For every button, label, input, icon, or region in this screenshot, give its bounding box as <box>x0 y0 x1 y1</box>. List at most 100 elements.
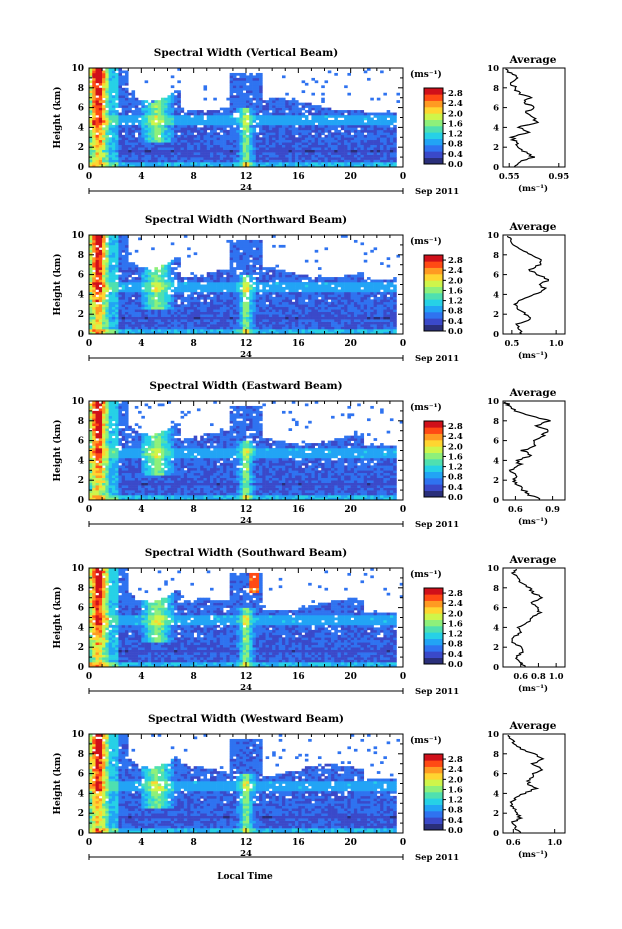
heatmap-cell <box>360 129 365 133</box>
heatmap-cell <box>236 154 240 158</box>
heatmap-cell <box>363 147 368 150</box>
heatmap-cell <box>111 269 116 273</box>
heatmap-cell <box>252 102 257 106</box>
heatmap-cell <box>95 124 100 128</box>
heatmap-cell <box>213 115 217 118</box>
heatmap-cell <box>121 329 126 332</box>
heatmap-cell <box>285 272 289 275</box>
heatmap-cell <box>236 110 240 113</box>
heatmap-cell <box>223 159 227 163</box>
heatmap-cell <box>115 294 119 298</box>
heatmap-cell <box>98 252 103 256</box>
heatmap-cell <box>239 137 244 141</box>
heatmap-cell <box>344 311 348 315</box>
heatmap-cell <box>304 154 309 158</box>
heatmap-cell <box>141 329 145 332</box>
heatmap-cell <box>151 124 155 128</box>
heatmap-cell <box>239 154 244 158</box>
heatmap-cell <box>232 75 237 79</box>
heatmap-cell <box>386 147 391 150</box>
heatmap-cell <box>347 282 351 285</box>
heatmap-cell <box>203 306 208 310</box>
heatmap-cell <box>141 159 145 163</box>
heatmap-cell <box>334 279 338 283</box>
heatmap-cell <box>167 326 172 330</box>
heatmap-cell <box>285 124 289 128</box>
heatmap-cell <box>102 154 106 158</box>
heatmap-cell <box>291 144 296 148</box>
heatmap-cell <box>131 284 136 288</box>
heatmap-cell <box>272 321 276 325</box>
heatmap-cell <box>124 235 129 238</box>
heatmap-cell <box>337 284 342 288</box>
heatmap-cell <box>331 289 335 293</box>
heatmap-cell <box>331 306 335 310</box>
heatmap-cell <box>183 282 188 285</box>
heatmap-cell <box>249 324 253 327</box>
heatmap-cell <box>124 129 129 133</box>
heatmap-cell <box>337 301 342 305</box>
heatmap-cell <box>95 162 100 165</box>
x-tick-label: 20 <box>344 172 357 182</box>
heatmap-cell <box>350 301 355 305</box>
heatmap-cell <box>147 129 152 133</box>
heatmap-cell <box>180 122 185 126</box>
heatmap-cell <box>174 112 178 116</box>
heatmap-cell <box>177 282 181 285</box>
heatmap-cell <box>373 122 378 126</box>
heatmap-cell <box>219 144 224 148</box>
heatmap-cell <box>285 137 289 141</box>
heatmap-cell <box>203 316 208 320</box>
heatmap-cell <box>314 124 319 128</box>
heatmap-cell <box>278 122 283 126</box>
heatmap-cell <box>151 162 155 165</box>
heatmap-cell <box>249 247 253 251</box>
heatmap-cell <box>206 309 211 313</box>
heatmap-cell <box>141 105 145 108</box>
heatmap-cell <box>206 324 211 327</box>
heatmap-cell <box>134 314 139 317</box>
heatmap-cell <box>344 284 348 288</box>
heatmap-cell <box>255 329 260 332</box>
heatmap-cell <box>167 110 172 113</box>
heatmap-cell <box>314 277 319 280</box>
heatmap-cell <box>324 162 329 165</box>
heatmap-cell <box>291 97 296 101</box>
heatmap-cell <box>367 68 371 71</box>
heatmap-cell <box>147 127 152 131</box>
heatmap-cell <box>174 286 178 290</box>
heatmap-cell <box>213 294 217 298</box>
heatmap-cell <box>376 149 381 153</box>
heatmap-cell <box>350 324 355 327</box>
heatmap-cell <box>223 132 227 136</box>
heatmap-cell <box>272 122 276 126</box>
heatmap-cell <box>151 137 155 141</box>
heatmap-cell <box>157 102 162 106</box>
heatmap-cell <box>272 319 276 322</box>
heatmap-cell <box>363 164 368 167</box>
heatmap-cell <box>229 247 234 251</box>
heatmap-cell <box>118 309 123 313</box>
heatmap-cell <box>92 70 96 74</box>
heatmap-cell <box>291 289 296 293</box>
heatmap-cell <box>252 321 257 325</box>
heatmap-cell <box>124 264 129 268</box>
heatmap-cell <box>291 314 296 317</box>
heatmap-cell <box>249 90 253 94</box>
heatmap-cell <box>200 139 204 143</box>
heatmap-cell <box>102 112 106 116</box>
heatmap-cell <box>89 100 93 103</box>
heatmap-cell <box>285 100 289 103</box>
colorbar-frame <box>423 87 444 165</box>
heatmap-cell <box>174 107 178 111</box>
heatmap-cell <box>144 316 149 320</box>
heatmap-cell <box>383 129 387 133</box>
heatmap-cell <box>196 117 201 121</box>
heatmap-cell <box>232 80 237 84</box>
heatmap-cell <box>380 117 384 121</box>
heatmap-cell <box>154 100 158 103</box>
heatmap-cell <box>373 129 378 133</box>
heatmap-cell <box>118 244 123 248</box>
heatmap-cell <box>232 77 237 81</box>
heatmap-cell <box>308 306 312 310</box>
